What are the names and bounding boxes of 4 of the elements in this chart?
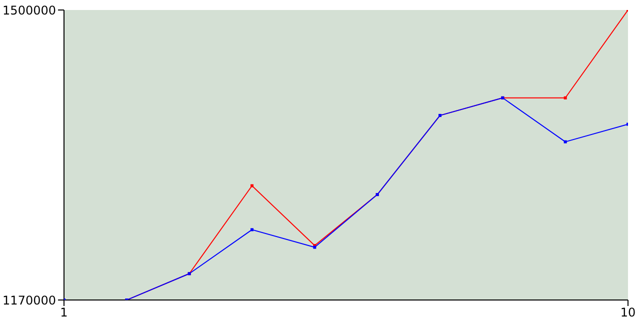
x-tick-label: 10 <box>620 306 636 320</box>
y-tick-label: 1170000 <box>2 293 56 308</box>
x-tick-label: 1 <box>60 306 68 320</box>
y-tick-label: 1500000 <box>2 3 56 18</box>
